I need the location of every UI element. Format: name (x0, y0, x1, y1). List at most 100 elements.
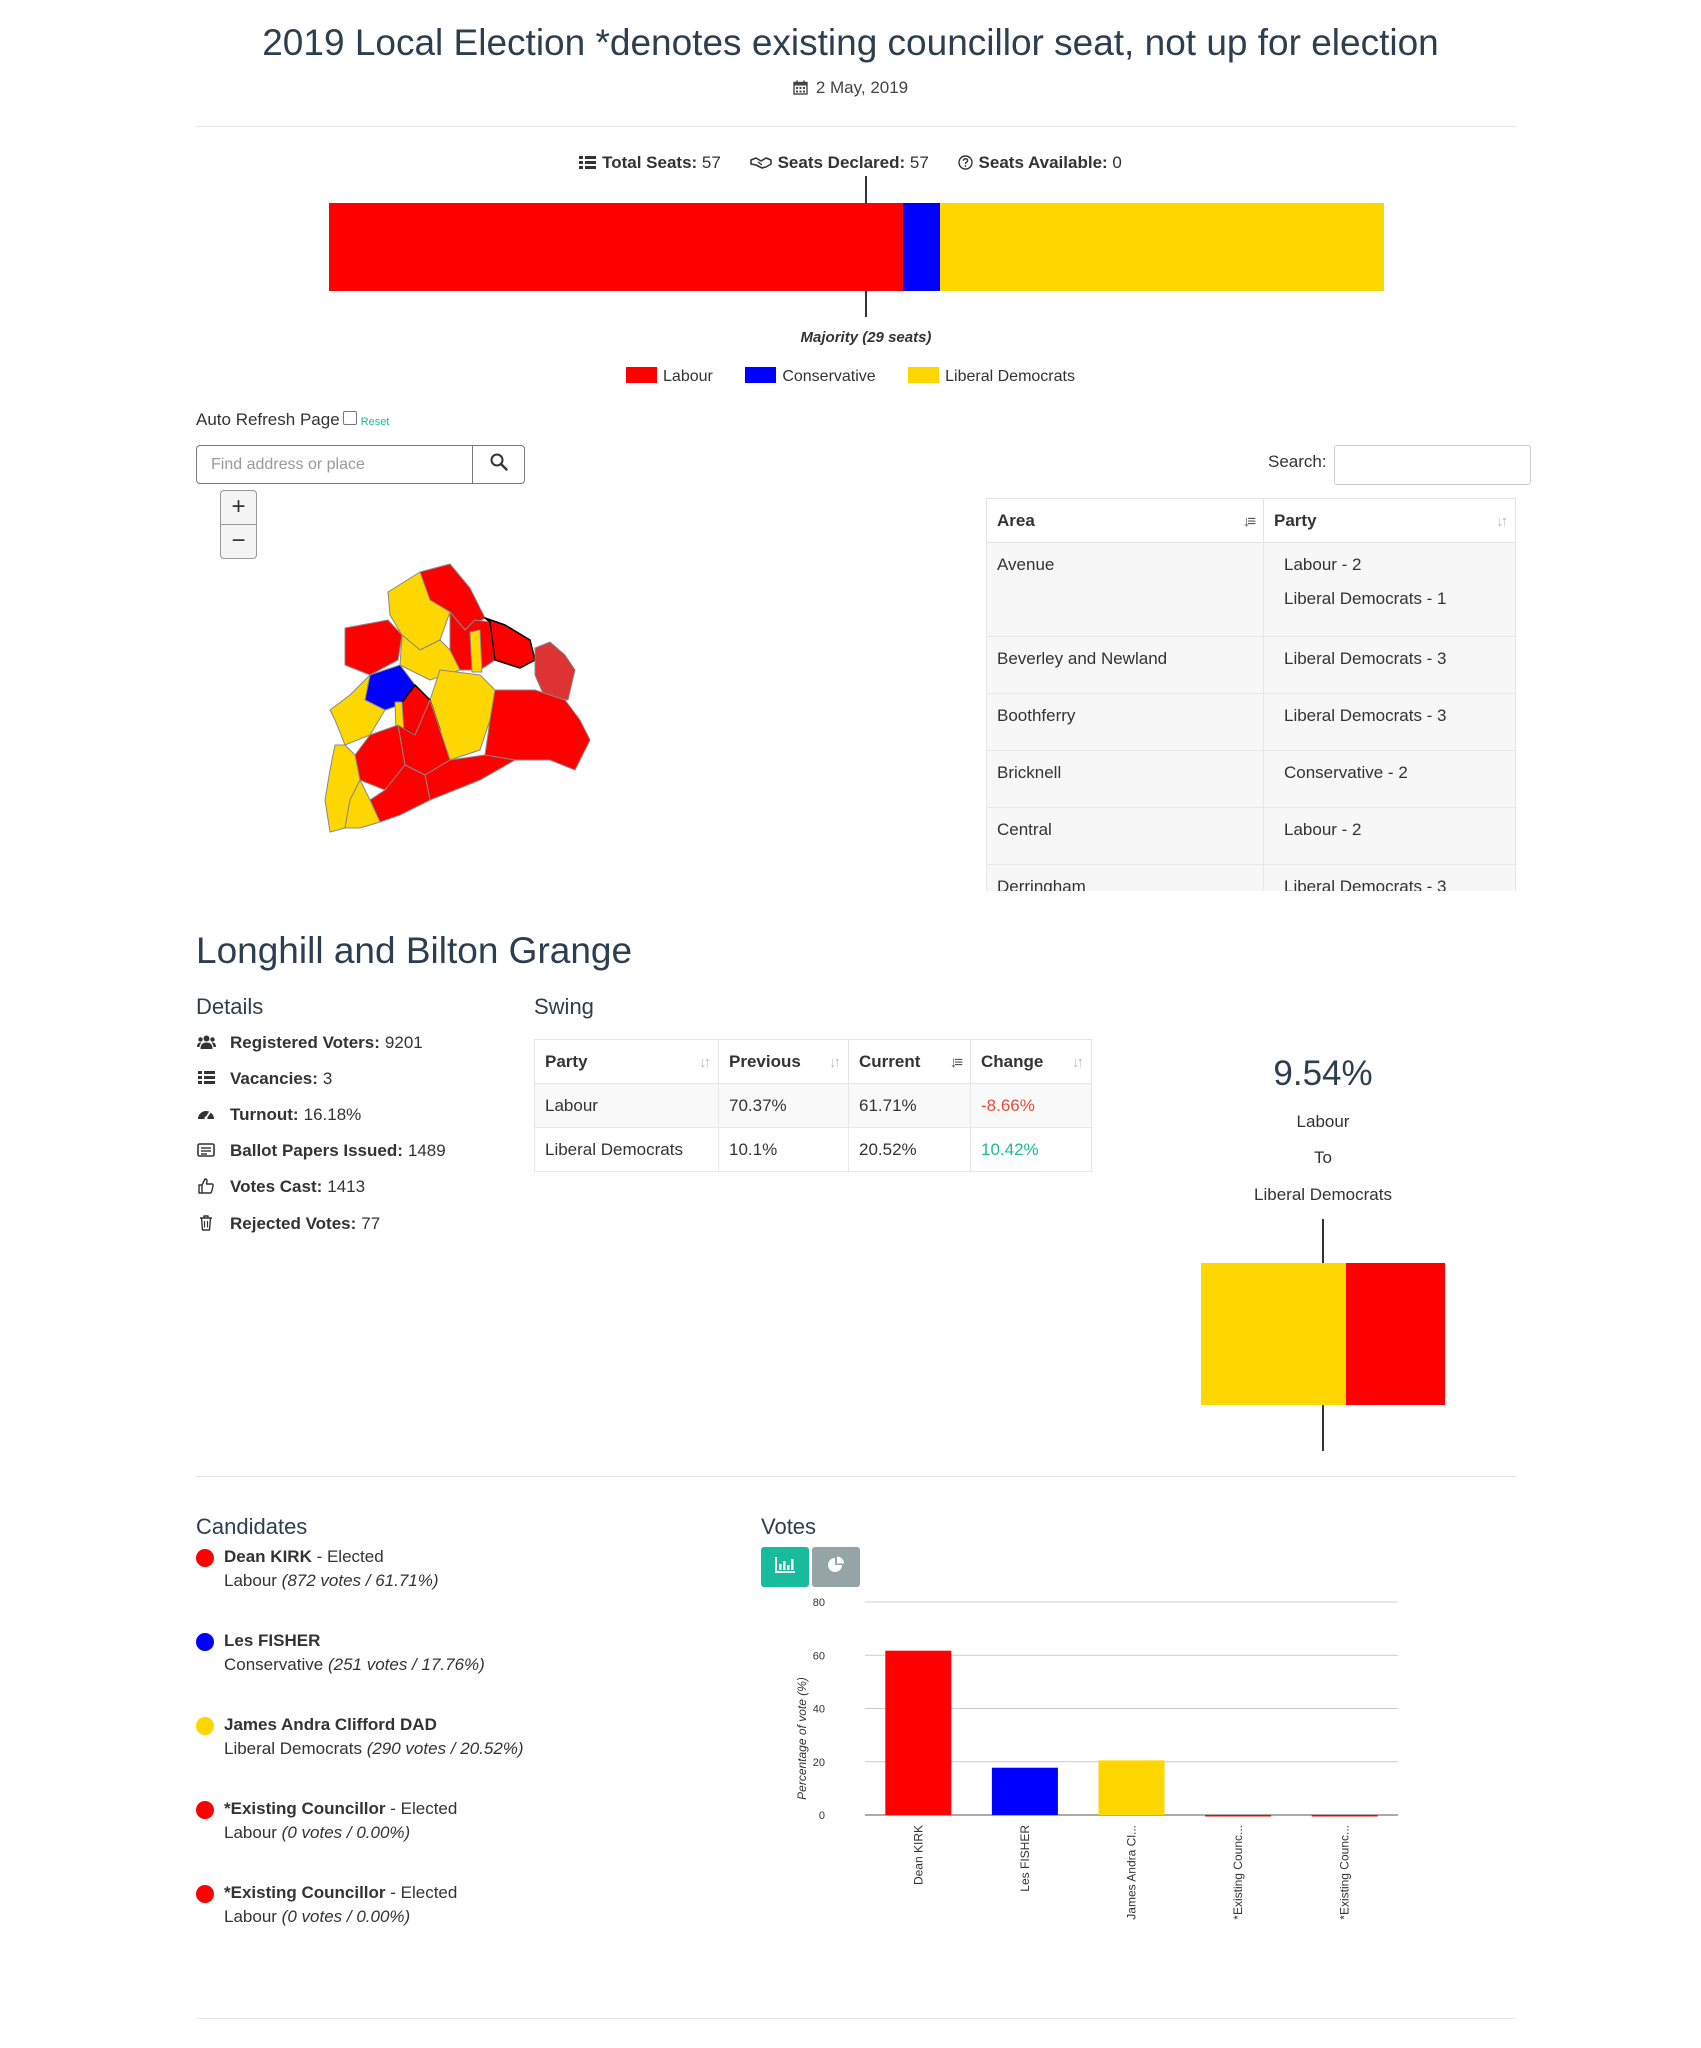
swing-table: Party ↓↑ Previous ↓↑ Current ↓≡ Change ↓↑ La… (534, 1039, 1092, 1172)
candidate-name: James Andra Clifford DAD (224, 1715, 437, 1734)
address-search-button[interactable] (472, 446, 524, 483)
swing-to: Liberal Democrats (1254, 1185, 1392, 1204)
zoom-in-button[interactable]: + (220, 490, 257, 525)
table-row[interactable]: Central Labour - 2 (986, 807, 1516, 865)
seat-bar-segment (902, 203, 940, 291)
map-ward[interactable] (484, 689, 591, 771)
votes-bar-chart: 0 20 40 60 80 Percentage of vote (%) Dean KIRK… (795, 1597, 1398, 1920)
candidate-party: Labour (0 votes / 0.00%) (224, 1907, 411, 1926)
swing-heading: Swing (534, 994, 594, 1019)
party-cell: Liberal Democrats - 3 (1263, 864, 1516, 891)
map-ward[interactable] (469, 629, 483, 673)
table-row[interactable]: Beverley and Newland Liberal Democrats -… (986, 636, 1516, 694)
detail-registered-voters: Registered Voters: 9201 (196, 1033, 423, 1053)
auto-refresh-checkbox[interactable] (342, 411, 357, 425)
table-row[interactable]: Boothferry Liberal Democrats - 3 (986, 693, 1516, 751)
pie-chart-icon (827, 1556, 845, 1579)
search-icon (490, 453, 508, 476)
sort-descending-icon: ↓≡ (949, 1054, 963, 1071)
seats-declared: Seats Declared: 57 (749, 153, 934, 174)
grid-icon (196, 1071, 216, 1087)
auto-refresh-label: Auto Refresh Page (196, 410, 340, 429)
area-cell: Bricknell (986, 750, 1264, 808)
bar (1205, 1815, 1272, 1817)
bar-chart-icon (775, 1556, 795, 1578)
candidate-name: Les FISHER (224, 1631, 321, 1650)
grid-icon (579, 154, 597, 174)
table-row[interactable]: Labour 70.37% 61.71% -8.66% (534, 1083, 1092, 1128)
election-date: 2 May, 2019 (0, 78, 1701, 100)
column-header-current[interactable]: Current ↓≡ (848, 1039, 971, 1084)
area-cell: Boothferry (986, 693, 1264, 751)
party-cell: Labour - 2 (1263, 807, 1516, 865)
question-circle-icon (957, 155, 973, 175)
ward-map[interactable] (290, 560, 610, 840)
party-legend: Labour Conservative Liberal Democrats (0, 367, 1701, 386)
party-color-dot (196, 1633, 214, 1651)
party-cell: Liberal Democrats - 3 (1263, 693, 1516, 751)
thumbs-up-icon (196, 1177, 216, 1197)
swing-value: 9.54% (1273, 1054, 1373, 1093)
seats-available: Seats Available: 0 (957, 153, 1122, 175)
y-axis-label: Percentage of vote (%) (795, 1677, 809, 1800)
table-row[interactable]: Liberal Democrats 10.1% 20.52% 10.42% (534, 1127, 1092, 1172)
divider (196, 2018, 1516, 2019)
table-row[interactable]: Avenue Labour - 2 Liberal Democrats - 1 (986, 542, 1516, 637)
divider (196, 126, 1516, 127)
table-row[interactable]: Bricknell Conservative - 2 (986, 750, 1516, 808)
bar-chart-button[interactable] (761, 1547, 809, 1587)
area-cell: Beverley and Newland (986, 636, 1264, 694)
x-tick-label: Les FISHER (1018, 1825, 1032, 1892)
column-header-party[interactable]: Party ↓↑ (1263, 498, 1516, 543)
reset-link[interactable]: Reset (360, 416, 390, 428)
legend-item-liberal-democrats: Liberal Democrats (908, 367, 1075, 385)
party-cell: Liberal Democrats - 3 (1263, 636, 1516, 694)
candidate-party: Labour (0 votes / 0.00%) (224, 1823, 411, 1842)
sort-icon: ↓↑ (1072, 1054, 1084, 1071)
candidate-party: Liberal Democrats (290 votes / 20.52%) (224, 1739, 524, 1758)
column-header-change[interactable]: Change ↓↑ (970, 1039, 1092, 1084)
map-ward[interactable] (344, 779, 381, 829)
sort-ascending-icon: ↓≡ (1242, 513, 1256, 530)
x-tick-label: *Existing Counc... (1338, 1825, 1352, 1920)
swing-bar-segment (1201, 1263, 1347, 1405)
party-cell: Conservative - 2 (1263, 750, 1516, 808)
page-title: 2019 Local Election *denotes existing co… (262, 22, 1439, 63)
handshake-icon (749, 154, 772, 174)
table-search-input[interactable] (1334, 445, 1531, 485)
candidate-item: Les FISHER Conservative (251 votes / 17.7… (196, 1631, 696, 1681)
seat-stats: Total Seats: 57 Seats Declared: 57 Seats… (0, 153, 1701, 175)
y-tick-label: 40 (813, 1704, 825, 1716)
map-ward[interactable] (534, 641, 576, 701)
details-heading: Details (196, 994, 264, 1019)
area-results-table: Area ↓≡ Party ↓↑ Avenue Labour - 2 Liberal… (986, 498, 1516, 891)
map-ward[interactable] (344, 619, 403, 676)
party-cell: Labour - 2 Liberal Democrats - 1 (1263, 542, 1516, 637)
column-header-previous[interactable]: Previous ↓↑ (718, 1039, 849, 1084)
x-tick-label: *Existing Counc... (1231, 1825, 1245, 1920)
sort-icon: ↓↑ (1496, 513, 1508, 530)
column-header-party[interactable]: Party ↓↑ (534, 1039, 719, 1084)
address-search-input[interactable]: Find address or place (211, 456, 365, 473)
table-row[interactable]: Derringham Liberal Democrats - 3 (986, 864, 1516, 891)
map-ward[interactable] (484, 617, 536, 669)
zoom-out-button[interactable]: − (220, 524, 257, 559)
column-header-area[interactable]: Area ↓≡ (986, 498, 1264, 543)
pie-chart-button[interactable] (812, 1547, 860, 1587)
legend-item-conservative: Conservative (745, 367, 876, 385)
x-tick-label: Dean KIRK (911, 1825, 925, 1885)
swing-bar (1201, 1263, 1445, 1405)
bar (991, 1767, 1058, 1815)
y-tick-label: 20 (813, 1757, 825, 1769)
candidate-name: *Existing Councillor - Elected (224, 1799, 458, 1818)
trash-icon (196, 1214, 216, 1234)
party-color-dot (196, 1885, 214, 1903)
sort-icon: ↓↑ (829, 1054, 841, 1071)
x-tick-label: James Andra Cl... (1125, 1825, 1139, 1920)
calendar-icon (793, 80, 808, 100)
seat-bar-segment (329, 203, 903, 291)
majority-marker-bottom (865, 291, 867, 317)
candidate-name: Dean KIRK - Elected (224, 1547, 384, 1566)
users-icon (196, 1035, 216, 1052)
candidate-item: Dean KIRK - Elected Labour (872 votes / 6… (196, 1547, 696, 1597)
